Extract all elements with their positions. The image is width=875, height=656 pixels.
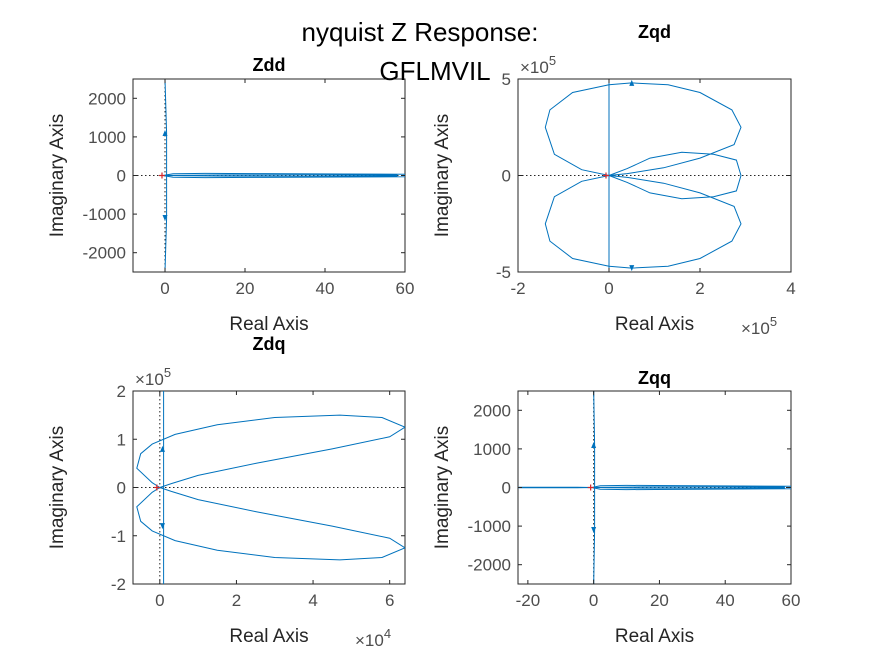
x-tick-label: 0 — [155, 591, 164, 610]
x-tick-label: 0 — [589, 591, 598, 610]
x-tick-label: 20 — [650, 591, 669, 610]
y-axis-label: Imaginary Axis — [432, 114, 453, 238]
subplot-zdd: 0 20 40 60 -2000 -1000 0 1000 2000 Real Axis Imagi… — [47, 55, 414, 335]
y-tick-label: 2000 — [473, 401, 511, 420]
y-tick-label: 1000 — [473, 440, 511, 459]
figure-suptitle-line2: GFLMVIL — [379, 56, 490, 86]
x-tick-label: 0 — [604, 279, 613, 298]
direction-arrow-2 — [629, 265, 635, 272]
y-axis-label: Imaginary Axis — [47, 114, 68, 238]
x-tick-label: 60 — [782, 591, 801, 610]
x-axis-label: Real Axis — [615, 626, 694, 647]
figure-suptitle-line1: nyquist Z Response: — [301, 17, 538, 47]
nyquist-curve-4 — [544, 175, 742, 269]
nyquist-curve-2 — [162, 172, 405, 179]
y-tick-label: 5 — [502, 70, 511, 89]
y-tick-label: -2000 — [83, 244, 126, 263]
subplot-zqd: -2 0 2 4 -5 0 5 ×105 ×105 Real Axis Imaginary Axis… — [432, 22, 796, 338]
x-tick-label: 20 — [236, 279, 255, 298]
nyquist-curve-3 — [591, 486, 785, 489]
x-tick-label: -2 — [510, 279, 525, 298]
x-tick-label: 2 — [695, 279, 704, 298]
direction-arrow-1 — [162, 130, 168, 137]
y-tick-label: 1000 — [88, 128, 126, 147]
y-tick-label: -5 — [496, 263, 511, 282]
x-tick-label: 0 — [160, 279, 169, 298]
x-tick-label: 2 — [232, 591, 241, 610]
y-tick-label: -1000 — [83, 205, 126, 224]
y-tick-label: -2 — [111, 575, 126, 594]
subplot-zdq: 0 2 4 6 -2 -1 0 1 2 ×105 ×104 Real Axis Imaginary Ax… — [47, 334, 406, 650]
x-tick-label: 40 — [316, 279, 335, 298]
y-tick-label: 2000 — [88, 89, 126, 108]
direction-arrow-2 — [162, 214, 168, 221]
x-axis-label: Real Axis — [229, 314, 308, 335]
y-tick-label: -2000 — [468, 556, 511, 575]
nyquist-curve-2 — [518, 484, 791, 491]
nyquist-curve-3 — [162, 174, 398, 177]
direction-arrow-1 — [591, 442, 597, 449]
y-tick-label: 0 — [117, 167, 126, 186]
x-tick-label: 60 — [396, 279, 415, 298]
y-tick-label: 1 — [117, 430, 126, 449]
x-tick-label: 40 — [716, 591, 735, 610]
x-tick-label: 4 — [308, 591, 317, 610]
direction-arrow-1 — [629, 79, 635, 86]
nyquist-curve-3 — [544, 82, 742, 176]
direction-arrow-2 — [159, 523, 165, 530]
y-tick-label: 0 — [502, 167, 511, 186]
subplot-title: Zqq — [638, 368, 671, 388]
direction-arrow-2 — [591, 526, 597, 533]
nyquist-curve-2 — [608, 151, 742, 200]
y-tick-label: 2 — [117, 382, 126, 401]
y-tick-label: 0 — [502, 479, 511, 498]
x-axis-label: Real Axis — [229, 626, 308, 647]
y-exponent-label: ×105 — [520, 53, 556, 77]
y-tick-label: -1000 — [468, 517, 511, 536]
nyquist-curve-2 — [136, 414, 405, 488]
subplot-title: Zqd — [638, 22, 671, 42]
y-tick-label: -1 — [111, 527, 126, 546]
y-axis-label: Imaginary Axis — [432, 426, 453, 550]
x-tick-label: 6 — [385, 591, 394, 610]
x-exponent-label: ×104 — [355, 626, 391, 650]
nyquist-curve-3 — [136, 487, 405, 561]
subplot-title: Zdq — [253, 334, 286, 354]
x-exponent-label: ×105 — [741, 314, 777, 338]
direction-arrow-1 — [159, 445, 165, 452]
x-axis-label: Real Axis — [615, 314, 694, 335]
subplot-title: Zdd — [253, 55, 286, 75]
x-tick-label: -20 — [516, 591, 541, 610]
y-tick-label: 0 — [117, 479, 126, 498]
y-exponent-label: ×105 — [135, 365, 171, 389]
x-tick-label: 4 — [786, 279, 795, 298]
y-axis-label: Imaginary Axis — [47, 426, 68, 550]
subplot-zqq: -20 0 20 40 60 -2000 -1000 0 1000 2000 Real Axis Im… — [432, 368, 800, 647]
